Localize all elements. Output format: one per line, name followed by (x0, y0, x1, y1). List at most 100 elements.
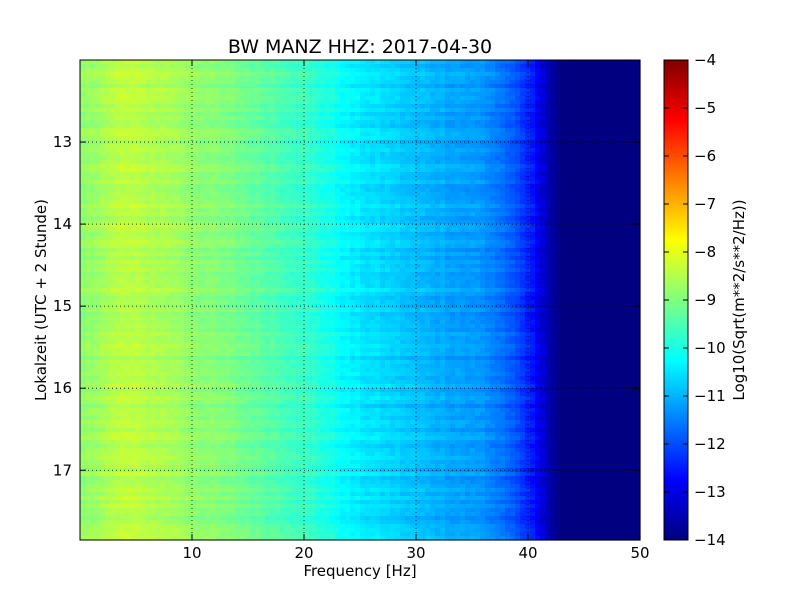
heatmap-cell (145, 96, 151, 101)
heatmap-cell (260, 72, 266, 77)
heatmap-cell (585, 120, 591, 125)
heatmap-cell (370, 64, 376, 69)
heatmap-cell (410, 216, 416, 221)
heatmap-cell (485, 160, 491, 165)
heatmap-cell (185, 192, 191, 197)
heatmap-cell (580, 224, 586, 229)
heatmap-cell (320, 68, 326, 73)
heatmap-cell (85, 212, 91, 217)
heatmap-cell (265, 180, 271, 185)
heatmap-cell (620, 88, 626, 93)
heatmap-cell (445, 228, 451, 233)
heatmap-cell (205, 76, 211, 81)
heatmap-cell (510, 200, 516, 205)
heatmap-cell (240, 140, 246, 145)
heatmap-cell (545, 152, 551, 157)
heatmap-cell (560, 228, 566, 233)
heatmap-cell (410, 144, 416, 149)
heatmap-cell (325, 80, 331, 85)
heatmap-cell (560, 92, 566, 97)
heatmap-cell (635, 132, 641, 137)
heatmap-cell (615, 216, 621, 221)
heatmap-cell (370, 236, 376, 241)
heatmap-cell (550, 232, 556, 237)
heatmap-cell (190, 236, 196, 241)
heatmap-cell (305, 176, 311, 181)
heatmap-cell (260, 136, 266, 141)
heatmap-cell (435, 104, 441, 109)
heatmap-cell (530, 80, 536, 85)
heatmap-cell (450, 184, 456, 189)
heatmap-cell (135, 176, 141, 181)
heatmap-cell (200, 228, 206, 233)
heatmap-cell (635, 168, 641, 173)
heatmap-cell (310, 136, 316, 141)
heatmap-cell (355, 92, 361, 97)
heatmap-cell (320, 152, 326, 157)
heatmap-cell (330, 192, 336, 197)
heatmap-cell (330, 96, 336, 101)
heatmap-cell (485, 200, 491, 205)
heatmap-cell (630, 100, 636, 105)
heatmap-cell (315, 232, 321, 237)
heatmap-cell (150, 164, 156, 169)
heatmap-cell (575, 124, 581, 129)
heatmap-cell (155, 80, 161, 85)
heatmap-cell (110, 136, 116, 141)
heatmap-cell (485, 184, 491, 189)
heatmap-cell (255, 128, 261, 133)
heatmap-cell (535, 116, 541, 121)
heatmap-cell (490, 172, 496, 177)
heatmap-cell (625, 176, 631, 181)
heatmap-cell (280, 184, 286, 189)
heatmap-cell (535, 216, 541, 221)
heatmap-cell (600, 228, 606, 233)
heatmap-cell (520, 96, 526, 101)
heatmap-cell (545, 228, 551, 233)
heatmap-cell (110, 108, 116, 113)
heatmap-cell (395, 104, 401, 109)
heatmap-cell (175, 76, 181, 81)
heatmap-cell (220, 60, 226, 65)
heatmap-cell (315, 72, 321, 77)
heatmap-cell (255, 236, 261, 241)
heatmap-cell (570, 188, 576, 193)
heatmap-cell (610, 116, 616, 121)
heatmap-cell (635, 128, 641, 133)
heatmap-cell (360, 228, 366, 233)
heatmap-cell (385, 172, 391, 177)
heatmap-cell (380, 156, 386, 161)
heatmap-cell (245, 160, 251, 165)
heatmap-cell (175, 188, 181, 193)
heatmap-cell (580, 160, 586, 165)
heatmap-cell (470, 88, 476, 93)
heatmap-cell (280, 108, 286, 113)
heatmap-cell (120, 68, 126, 73)
heatmap-cell (310, 176, 316, 181)
heatmap-cell (155, 180, 161, 185)
heatmap-cell (490, 72, 496, 77)
heatmap-cell (95, 124, 101, 129)
heatmap-cell (365, 180, 371, 185)
heatmap-cell (535, 124, 541, 129)
heatmap-cell (610, 112, 616, 117)
heatmap-cell (590, 164, 596, 169)
heatmap-cell (400, 156, 406, 161)
heatmap-cell (355, 160, 361, 165)
heatmap-cell (345, 216, 351, 221)
heatmap-cell (415, 120, 421, 125)
heatmap-cell (175, 160, 181, 165)
heatmap-cell (435, 120, 441, 125)
heatmap-cell (500, 192, 506, 197)
heatmap-cell (225, 172, 231, 177)
heatmap-cell (410, 172, 416, 177)
heatmap-cell (270, 228, 276, 233)
heatmap-cell (85, 72, 91, 77)
heatmap-cell (625, 100, 631, 105)
heatmap-cell (415, 80, 421, 85)
heatmap-cell (625, 160, 631, 165)
heatmap-cell (525, 64, 531, 69)
heatmap-cell (410, 164, 416, 169)
heatmap-cell (420, 216, 426, 221)
heatmap-cell (125, 92, 131, 97)
